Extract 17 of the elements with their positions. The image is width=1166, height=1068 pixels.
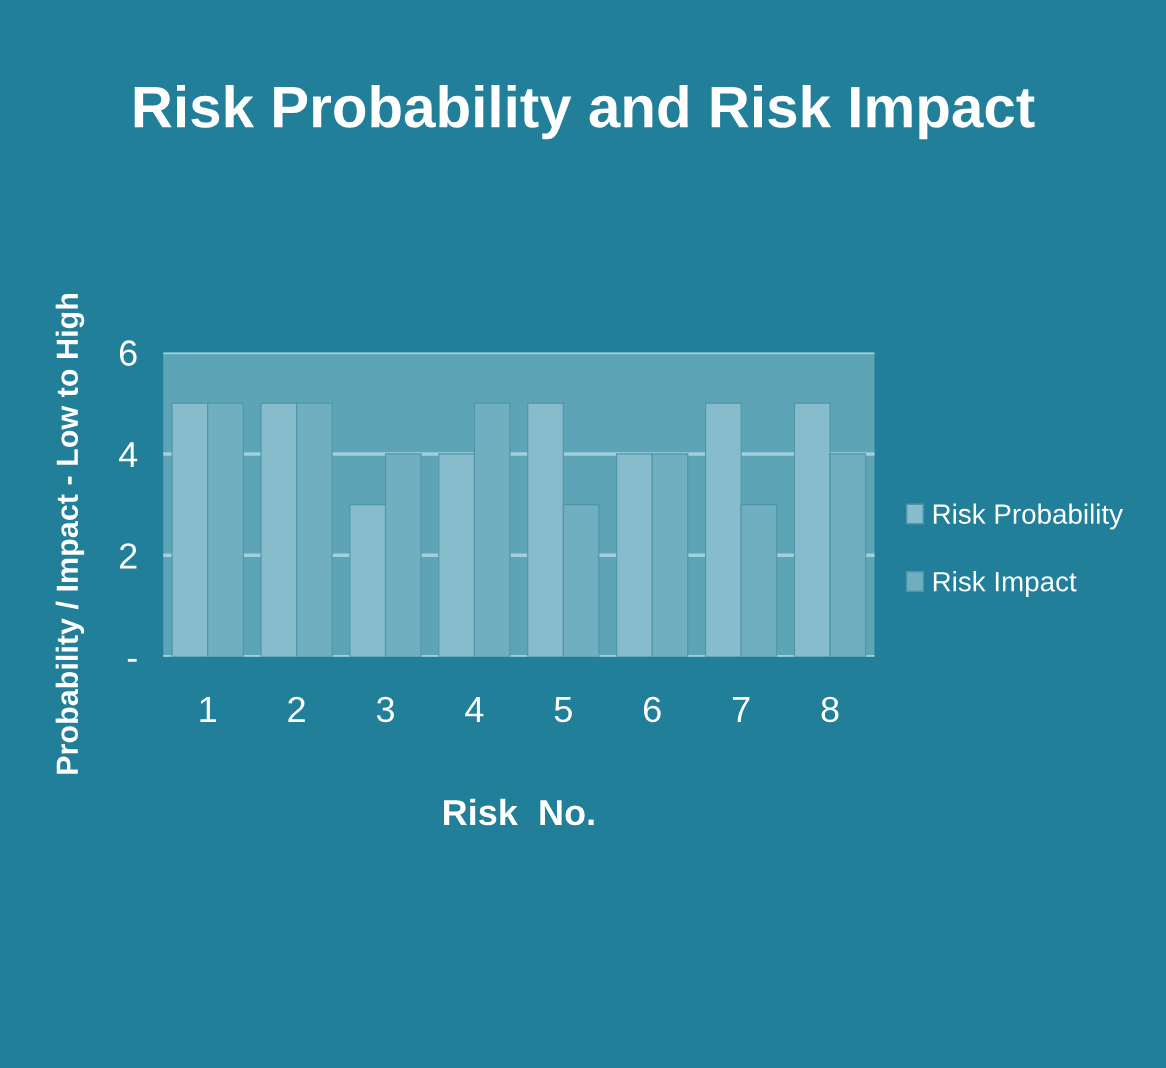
x-tick-label: 8	[821, 696, 839, 723]
x-tick-label: 5	[554, 697, 572, 723]
x-tick-label: 3	[376, 696, 394, 723]
x-tick-label: 1	[200, 697, 216, 722]
chart-title: Risk Probability and Risk Impact	[134, 84, 1035, 140]
x-tick-label: 2	[288, 696, 305, 722]
x-tick-label: 4	[465, 697, 484, 722]
y-tick-label: -	[127, 658, 137, 662]
x-tick-label: 7	[732, 697, 750, 722]
y-axis-title: Probability / Impact - Low to High	[55, 293, 85, 774]
legend-label: Risk Impact	[933, 571, 1077, 598]
y-tick-label: 2	[119, 543, 137, 569]
y-tick-label: 6	[119, 340, 137, 366]
y-tick-label: 4	[118, 442, 138, 467]
legend-label: Risk Probability	[933, 503, 1123, 530]
x-tick-label: 6	[644, 696, 661, 723]
x-axis-title: Risk No.	[444, 798, 594, 826]
